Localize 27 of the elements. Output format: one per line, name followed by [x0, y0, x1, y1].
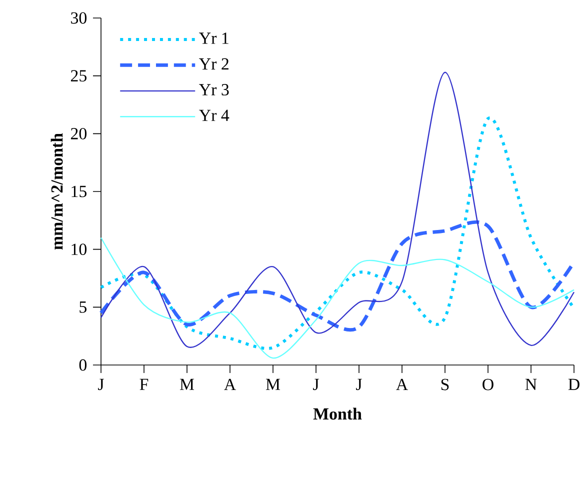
- legend-label: Yr 4: [199, 110, 230, 121]
- x-tick-label: A: [224, 378, 236, 390]
- x-tick-label: F: [140, 378, 148, 390]
- x-tick-label: M: [180, 378, 194, 390]
- legend-label: Yr 3: [199, 84, 229, 96]
- x-axis-title: Month: [313, 408, 362, 420]
- legend-label: Yr 2: [199, 58, 228, 70]
- line-series: [100, 237, 575, 359]
- x-tick-label: A: [396, 378, 408, 390]
- x-tick-label: J: [313, 378, 319, 390]
- x-tick-label: S: [441, 378, 449, 390]
- line-series: [100, 72, 575, 348]
- x-tick-label: J: [356, 378, 362, 390]
- y-axis-title: mm/m^2/month: [50, 133, 63, 250]
- x-tick-label: N: [525, 378, 537, 390]
- y-tick-label: 30: [71, 12, 87, 24]
- y-tick-label: 0: [79, 359, 87, 371]
- y-tick-label: 10: [72, 244, 87, 256]
- y-tick-label: 25: [70, 70, 86, 82]
- x-tick-label: J: [98, 378, 104, 390]
- y-tick-label: 5: [80, 302, 86, 313]
- x-tick-label: O: [482, 378, 494, 390]
- legend-label: Yr 1: [199, 32, 228, 44]
- y-tick-label: 20: [70, 128, 87, 140]
- x-tick-label: M: [266, 378, 280, 390]
- y-tick-label: 15: [72, 186, 86, 198]
- x-tick-label: D: [568, 378, 580, 390]
